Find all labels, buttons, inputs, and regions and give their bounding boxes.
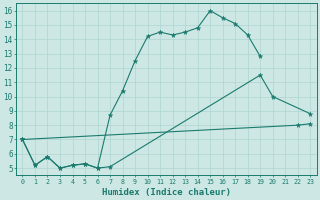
X-axis label: Humidex (Indice chaleur): Humidex (Indice chaleur) (102, 188, 231, 197)
